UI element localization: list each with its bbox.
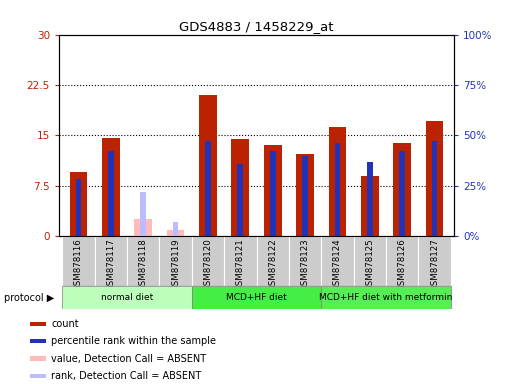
Bar <box>75 179 82 236</box>
Bar <box>30 356 47 361</box>
Bar <box>30 374 47 378</box>
Bar <box>270 152 275 236</box>
Bar <box>108 152 114 236</box>
Bar <box>140 192 146 236</box>
Text: GSM878123: GSM878123 <box>301 239 309 291</box>
Bar <box>70 172 87 236</box>
Bar <box>289 236 321 286</box>
Bar <box>367 162 373 236</box>
Text: GSM878121: GSM878121 <box>236 239 245 291</box>
Bar <box>328 127 346 236</box>
Text: value, Detection Call = ABSENT: value, Detection Call = ABSENT <box>51 354 206 364</box>
Bar <box>393 144 411 236</box>
Bar <box>361 176 379 236</box>
Bar <box>167 230 185 236</box>
Bar <box>296 154 314 236</box>
Bar <box>205 141 211 236</box>
Bar <box>321 286 451 309</box>
Bar <box>173 222 179 236</box>
Bar <box>62 236 94 286</box>
Title: GDS4883 / 1458229_at: GDS4883 / 1458229_at <box>179 20 334 33</box>
Bar <box>102 138 120 236</box>
Text: count: count <box>51 319 79 329</box>
Text: percentile rank within the sample: percentile rank within the sample <box>51 336 216 346</box>
Text: MCD+HF diet with metformin: MCD+HF diet with metformin <box>319 293 452 302</box>
Bar <box>353 236 386 286</box>
Text: GSM878127: GSM878127 <box>430 239 439 291</box>
Bar <box>94 236 127 286</box>
Bar <box>134 219 152 236</box>
Bar <box>192 236 224 286</box>
Text: MCD+HF diet: MCD+HF diet <box>226 293 287 302</box>
Bar <box>334 144 340 236</box>
Bar <box>419 236 451 286</box>
Text: GSM878120: GSM878120 <box>204 239 212 291</box>
Bar <box>160 236 192 286</box>
Bar <box>386 236 419 286</box>
Text: GSM878124: GSM878124 <box>333 239 342 291</box>
Bar <box>264 145 282 236</box>
Bar <box>399 152 405 236</box>
Text: GSM878119: GSM878119 <box>171 239 180 291</box>
Text: protocol ▶: protocol ▶ <box>4 293 54 303</box>
Bar <box>30 322 47 326</box>
Bar <box>256 236 289 286</box>
Bar <box>426 121 443 236</box>
Bar <box>224 236 256 286</box>
Bar <box>431 141 438 236</box>
Text: GSM878118: GSM878118 <box>139 239 148 291</box>
Bar <box>127 236 160 286</box>
Text: GSM878125: GSM878125 <box>365 239 374 291</box>
Text: GSM878122: GSM878122 <box>268 239 277 291</box>
Text: GSM878117: GSM878117 <box>106 239 115 291</box>
Text: GSM878116: GSM878116 <box>74 239 83 291</box>
Bar <box>321 236 353 286</box>
Bar <box>30 339 47 343</box>
Text: normal diet: normal diet <box>101 293 153 302</box>
Bar <box>199 95 217 236</box>
Text: GSM878126: GSM878126 <box>398 239 407 291</box>
Bar <box>62 286 192 309</box>
Bar <box>192 286 321 309</box>
Bar <box>238 164 243 236</box>
Bar <box>302 156 308 236</box>
Bar <box>231 139 249 236</box>
Text: rank, Detection Call = ABSENT: rank, Detection Call = ABSENT <box>51 371 202 381</box>
